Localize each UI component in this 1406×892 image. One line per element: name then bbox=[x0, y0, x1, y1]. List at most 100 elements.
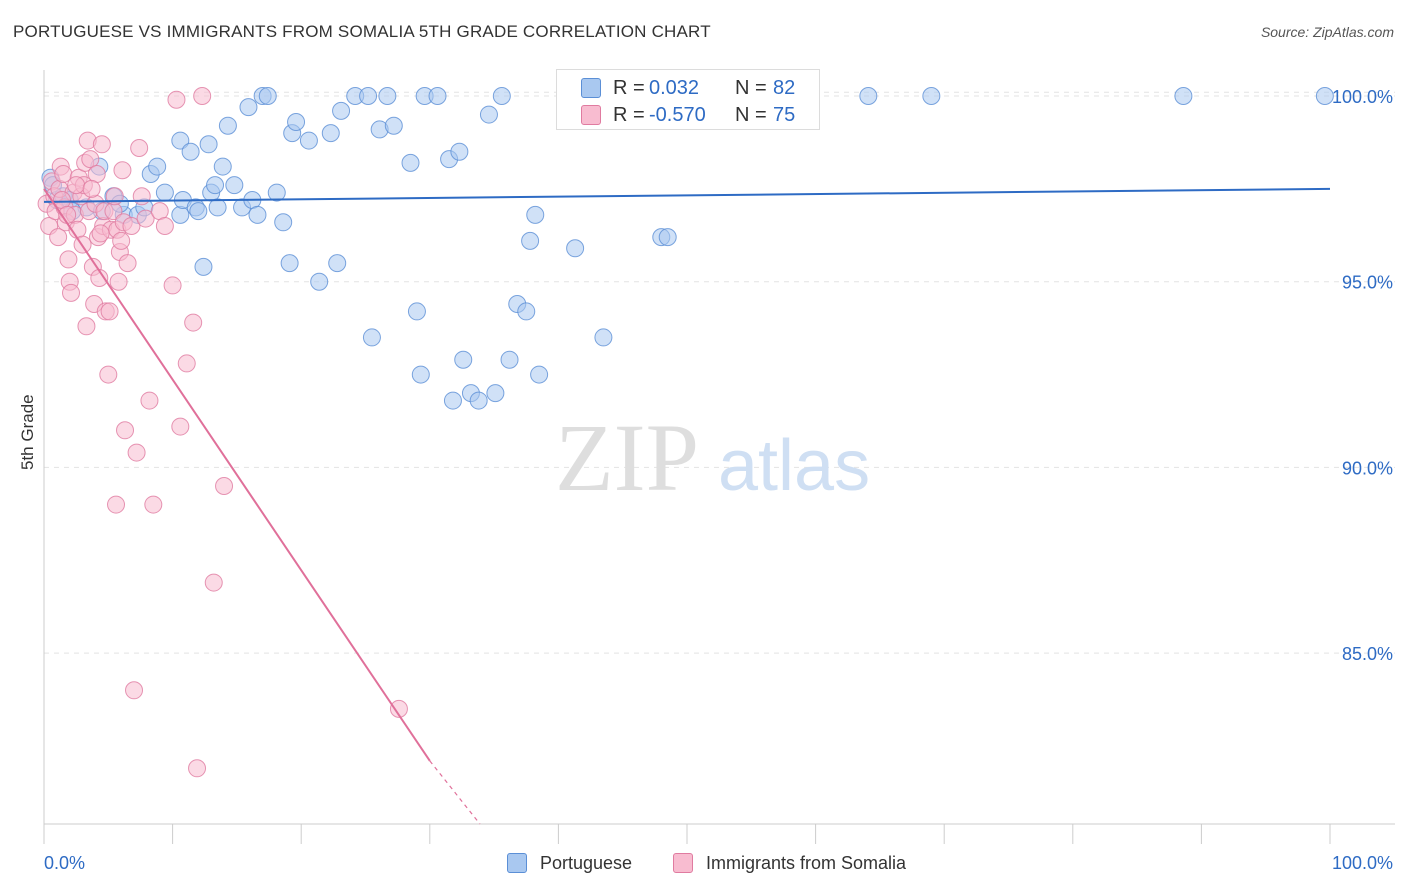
somalia-point bbox=[163, 276, 182, 295]
somalia-point bbox=[140, 391, 159, 410]
somalia-point bbox=[82, 179, 101, 198]
somalia-trend-extension bbox=[429, 760, 481, 825]
portuguese-point bbox=[1174, 87, 1193, 105]
somalia-swatch bbox=[581, 105, 601, 125]
n-label: N = bbox=[735, 104, 767, 126]
legend-row-somalia: R = -0.570 N = 75 bbox=[557, 102, 819, 126]
somalia-point bbox=[113, 161, 132, 180]
portuguese-point bbox=[181, 142, 200, 161]
portuguese-points bbox=[41, 87, 1334, 410]
y-tick-label: 90.0% bbox=[1342, 458, 1393, 478]
somalia-point bbox=[132, 187, 151, 206]
watermark-atlas: atlas bbox=[718, 426, 870, 506]
portuguese-trend-line bbox=[43, 187, 1331, 203]
portuguese-point bbox=[310, 272, 329, 291]
somalia-point bbox=[99, 365, 118, 384]
somalia-point bbox=[91, 224, 110, 243]
portuguese-point bbox=[274, 213, 293, 232]
portuguese-point bbox=[362, 328, 381, 347]
y-tick-label: 95.0% bbox=[1342, 273, 1393, 293]
portuguese-point bbox=[239, 98, 258, 117]
portuguese-point bbox=[148, 157, 167, 176]
somalia-legend-swatch bbox=[673, 853, 693, 873]
portuguese-point bbox=[517, 302, 536, 321]
portuguese-point bbox=[454, 350, 473, 369]
x-tick-label: 100.0% bbox=[1332, 853, 1393, 873]
r-label: R = bbox=[613, 77, 645, 99]
portuguese-point bbox=[321, 124, 340, 143]
portuguese-point bbox=[299, 131, 318, 150]
portuguese-legend-swatch bbox=[507, 853, 527, 873]
portuguese-point bbox=[213, 157, 232, 176]
portuguese-point bbox=[384, 116, 403, 135]
somalia-point bbox=[389, 699, 408, 718]
portuguese-point bbox=[521, 231, 540, 250]
somalia-point bbox=[193, 87, 212, 105]
portuguese-point bbox=[469, 391, 488, 410]
somalia-point bbox=[49, 228, 68, 247]
portuguese-point bbox=[287, 113, 306, 131]
portuguese-point bbox=[189, 202, 208, 221]
somalia-point bbox=[59, 250, 78, 269]
portuguese-point bbox=[530, 365, 549, 384]
r-value: -0.570 bbox=[649, 104, 706, 126]
somalia-point bbox=[81, 150, 100, 169]
somalia-point bbox=[204, 573, 223, 592]
portuguese-point bbox=[479, 105, 498, 124]
portuguese-point bbox=[859, 87, 878, 105]
somalia-point bbox=[122, 217, 141, 235]
legend-label: Immigrants from Somalia bbox=[706, 853, 907, 873]
portuguese-point bbox=[258, 87, 277, 105]
somalia-point bbox=[127, 443, 146, 462]
portuguese-point bbox=[378, 87, 397, 105]
legend-row-portuguese: R = 0.032 N = 82 bbox=[557, 75, 819, 99]
watermark: ZIP atlas bbox=[555, 404, 870, 511]
somalia-point bbox=[118, 254, 137, 273]
somalia-point bbox=[100, 302, 119, 321]
portuguese-point bbox=[248, 205, 267, 224]
grid-lines bbox=[44, 91, 1395, 654]
somalia-points bbox=[37, 87, 408, 778]
tick-labels: 85.0% 90.0% 95.0% 100.0% 0.0% 100.0% bbox=[44, 87, 1393, 873]
portuguese-point bbox=[225, 176, 244, 195]
portuguese-point bbox=[401, 153, 420, 172]
portuguese-point bbox=[566, 239, 585, 258]
source-label: Source: ZipAtlas.com bbox=[1260, 24, 1394, 40]
somalia-point bbox=[109, 272, 128, 291]
n-label: N = bbox=[735, 77, 767, 99]
somalia-point bbox=[107, 495, 126, 514]
chart-title: PORTUGUESE VS IMMIGRANTS FROM SOMALIA 5T… bbox=[13, 22, 711, 41]
portuguese-point bbox=[1315, 87, 1334, 105]
portuguese-point bbox=[428, 87, 447, 105]
portuguese-point bbox=[443, 391, 462, 410]
portuguese-point bbox=[194, 257, 213, 276]
portuguese-point bbox=[155, 183, 174, 202]
somalia-point bbox=[167, 90, 186, 109]
portuguese-point bbox=[486, 384, 505, 403]
portuguese-point bbox=[199, 135, 218, 154]
somalia-point bbox=[112, 231, 131, 250]
n-value: 75 bbox=[773, 104, 796, 126]
portuguese-point bbox=[922, 87, 941, 105]
portuguese-point bbox=[411, 365, 430, 384]
y-tick-label: 100.0% bbox=[1332, 87, 1393, 107]
portuguese-point bbox=[171, 131, 190, 150]
portuguese-point bbox=[206, 176, 225, 195]
portuguese-swatch bbox=[581, 78, 601, 98]
portuguese-point bbox=[594, 328, 613, 347]
somalia-point bbox=[171, 417, 190, 436]
portuguese-point bbox=[492, 87, 511, 105]
somalia-point bbox=[184, 313, 203, 332]
portuguese-point bbox=[208, 198, 227, 217]
portuguese-point bbox=[267, 183, 286, 202]
portuguese-point bbox=[328, 254, 347, 273]
portuguese-point bbox=[500, 350, 519, 369]
legend-label: Portuguese bbox=[540, 853, 633, 873]
y-axis-label: 5th Grade bbox=[18, 394, 37, 470]
somalia-point bbox=[77, 317, 96, 336]
portuguese-point bbox=[359, 87, 378, 105]
somalia-point bbox=[125, 681, 144, 700]
portuguese-point bbox=[171, 205, 190, 224]
watermark-zip: ZIP bbox=[555, 404, 699, 511]
